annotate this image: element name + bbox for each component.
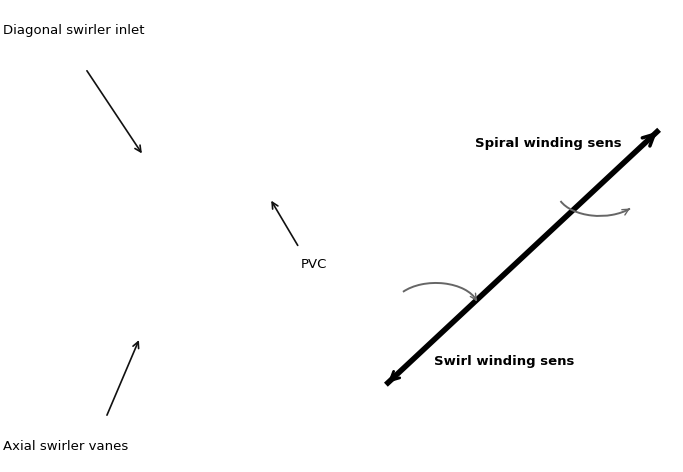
Text: PVC: PVC [301,258,327,271]
Text: Diagonal swirler inlet: Diagonal swirler inlet [3,24,145,37]
Text: Axial swirler vanes: Axial swirler vanes [3,439,128,453]
Text: Swirl winding sens: Swirl winding sens [434,354,574,368]
Text: Spiral winding sens: Spiral winding sens [475,137,622,151]
